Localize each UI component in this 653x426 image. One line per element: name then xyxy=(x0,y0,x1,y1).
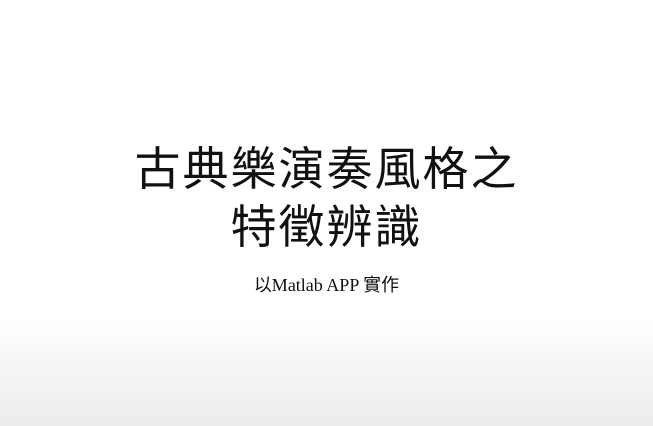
slide-subtitle: 以Matlab APP 實作 xyxy=(253,275,400,295)
slide-title: 古典樂演奏風格之 特徵辨識 xyxy=(0,140,653,256)
slide-title-line-2: 特徵辨識 xyxy=(230,200,423,254)
slide-title-line-1: 古典樂演奏風格之 xyxy=(134,142,519,196)
